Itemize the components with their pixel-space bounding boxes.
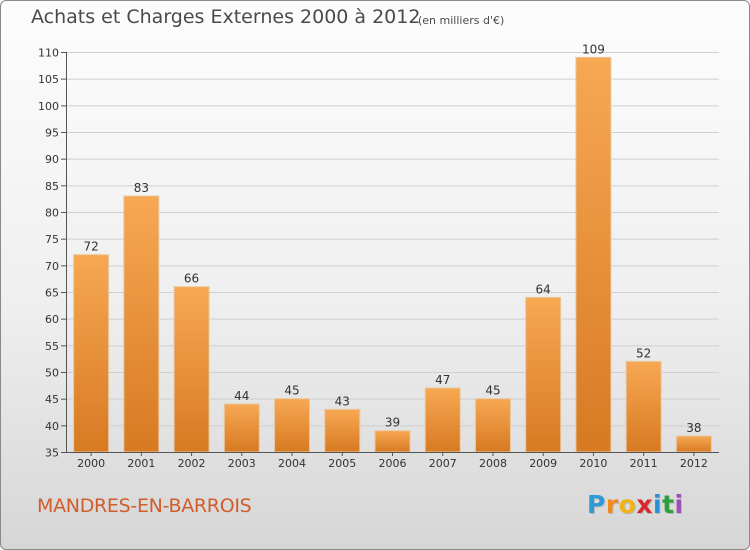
- ytick-label-105: 105: [38, 73, 59, 86]
- bar-2007: [424, 387, 461, 453]
- value-label-2007: 47: [435, 373, 450, 387]
- labels: 72 2000 83 2001 66 2002 44 2003 45 2004 43 2005 39 20…: [77, 42, 708, 470]
- bar-2003: [223, 403, 260, 453]
- ytick-label-70: 70: [45, 260, 59, 273]
- bar-2011: [625, 360, 662, 453]
- xtick-label-2002: 2002: [178, 457, 206, 470]
- value-label-2005: 43: [335, 394, 350, 408]
- ytick-label-45: 45: [45, 393, 59, 406]
- value-label-2004: 45: [284, 384, 299, 398]
- bar-2004: [274, 398, 311, 453]
- ytick-label-65: 65: [45, 287, 59, 300]
- bars: [73, 56, 712, 453]
- value-label-2000: 72: [83, 240, 98, 254]
- value-label-2006: 39: [385, 416, 400, 430]
- ytick-label-85: 85: [45, 180, 59, 193]
- logo-letter: o: [618, 490, 637, 519]
- ytick-label-40: 40: [45, 420, 59, 433]
- logo-letter: r: [605, 490, 619, 519]
- xtick-label-2006: 2006: [379, 457, 407, 470]
- ytick-label-100: 100: [38, 100, 59, 113]
- ytick-label-75: 75: [45, 233, 59, 246]
- value-label-2001: 83: [134, 181, 149, 195]
- xtick-label-2004: 2004: [278, 457, 306, 470]
- value-label-2008: 45: [485, 384, 500, 398]
- bar-2000: [73, 254, 110, 453]
- xtick-label-2003: 2003: [228, 457, 256, 470]
- ytick-label-90: 90: [45, 153, 59, 166]
- xtick-label-2008: 2008: [479, 457, 507, 470]
- chart-unit: (en milliers d'€): [418, 14, 505, 27]
- ytick-label-60: 60: [45, 313, 59, 326]
- logo-letter: P: [587, 490, 606, 519]
- ytick-label-55: 55: [45, 340, 59, 353]
- bar-2009: [525, 296, 562, 453]
- axes: 35 40 45 50 55 60 65 70 75 80 85 90 95 100 105 110: [38, 47, 719, 460]
- xtick-label-2009: 2009: [529, 457, 557, 470]
- bar-2012: [675, 435, 712, 453]
- logo-letter: i: [674, 490, 684, 519]
- xtick-label-2011: 2011: [630, 457, 658, 470]
- value-label-2012: 38: [686, 421, 701, 435]
- bar-2001: [123, 195, 160, 453]
- value-label-2009: 64: [536, 282, 551, 296]
- value-label-2002: 66: [184, 272, 199, 286]
- bar-2002: [173, 286, 210, 453]
- ytick-label-50: 50: [45, 367, 59, 380]
- xtick-label-2007: 2007: [429, 457, 457, 470]
- chart-title: Achats et Charges Externes 2000 à 2012: [31, 6, 421, 28]
- ytick-label-95: 95: [45, 127, 59, 140]
- ytick-label-110: 110: [38, 47, 59, 60]
- xtick-label-2001: 2001: [127, 457, 155, 470]
- commune-name: MANDRES-EN-BARROIS: [37, 495, 252, 517]
- value-label-2010: 109: [582, 42, 605, 56]
- xtick-label-2012: 2012: [680, 457, 708, 470]
- value-label-2003: 44: [234, 389, 249, 403]
- bar-2010: [575, 56, 612, 453]
- bar-2008: [474, 398, 511, 453]
- proxiti-logo: Proxiti: [587, 490, 684, 519]
- xtick-label-2005: 2005: [328, 457, 356, 470]
- logo-letter: t: [662, 490, 675, 519]
- value-label-2011: 52: [636, 346, 651, 360]
- xtick-label-2010: 2010: [579, 457, 607, 470]
- xtick-label-2000: 2000: [77, 457, 105, 470]
- ytick-label-80: 80: [45, 207, 59, 220]
- logo-letter: x: [636, 490, 653, 519]
- logo-letter: i: [653, 490, 663, 519]
- bar-2005: [324, 408, 361, 453]
- ytick-label-35: 35: [45, 447, 59, 460]
- bar-2006: [374, 430, 411, 453]
- grid: [66, 52, 719, 427]
